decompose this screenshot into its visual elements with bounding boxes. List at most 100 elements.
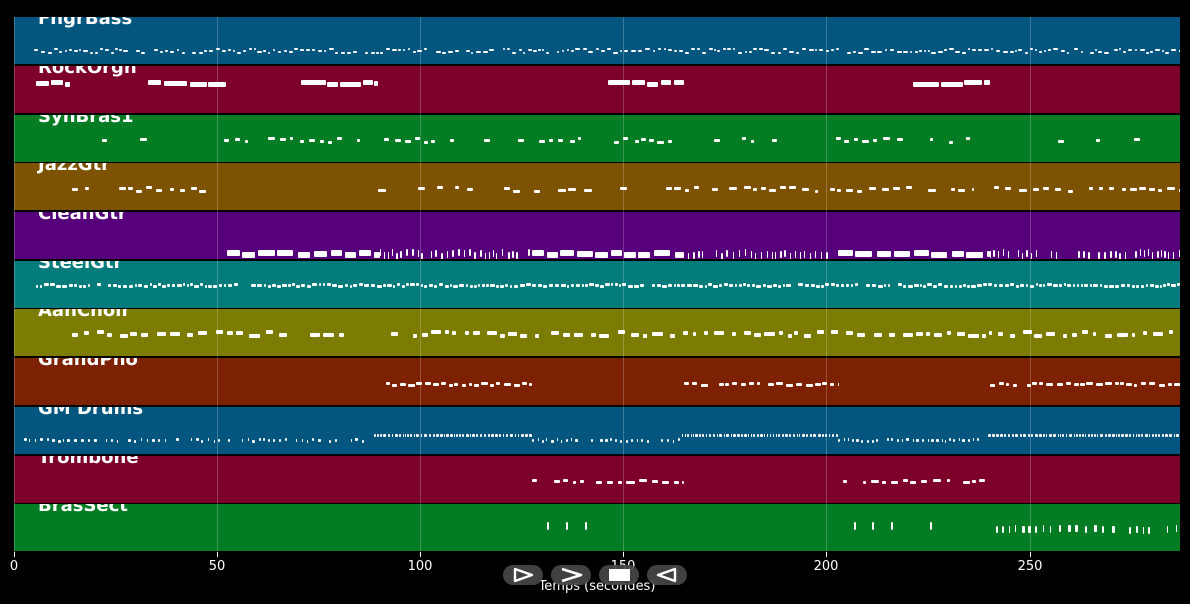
note	[402, 433, 404, 437]
track-jazzgtr[interactable]: JazzGtr	[14, 163, 1180, 210]
track-rockorgn[interactable]: RockOrgn	[14, 66, 1180, 113]
note	[972, 438, 974, 441]
note	[412, 333, 418, 338]
note	[1165, 51, 1170, 54]
note	[545, 438, 548, 442]
note	[890, 49, 895, 52]
note	[781, 434, 784, 438]
note	[1039, 434, 1042, 438]
note	[718, 383, 725, 387]
note	[1099, 283, 1103, 287]
note	[738, 51, 742, 54]
note	[983, 283, 988, 287]
note	[817, 434, 821, 438]
track-gmdrums[interactable]: GM Drums	[14, 407, 1180, 454]
note	[488, 252, 491, 259]
note	[1110, 250, 1112, 258]
note	[993, 284, 998, 288]
note	[625, 439, 628, 443]
note	[444, 433, 446, 437]
note	[525, 433, 528, 437]
note	[181, 51, 185, 54]
note	[1053, 434, 1057, 438]
note	[708, 283, 712, 287]
note	[1178, 50, 1180, 53]
note	[846, 331, 853, 336]
note	[1034, 526, 1037, 534]
note	[933, 333, 943, 338]
note	[472, 433, 475, 437]
note	[894, 251, 911, 258]
track-synbras1[interactable]: SynBras1	[14, 115, 1180, 162]
note	[430, 330, 442, 335]
note	[36, 284, 39, 288]
track-steelgtr[interactable]: SteelGtr	[14, 261, 1180, 308]
note	[773, 284, 777, 288]
fast-forward-button[interactable]	[551, 565, 591, 585]
note	[57, 439, 61, 443]
note	[941, 438, 943, 442]
note	[192, 51, 197, 54]
note	[767, 383, 775, 387]
note	[772, 433, 775, 437]
note	[1148, 527, 1151, 535]
track-aahchoir[interactable]: AahChoir	[14, 309, 1180, 356]
note	[1050, 250, 1052, 258]
note	[547, 522, 549, 530]
note	[237, 51, 241, 54]
note	[446, 433, 450, 437]
note	[483, 434, 487, 438]
note	[762, 283, 766, 287]
note	[687, 433, 690, 437]
note	[990, 384, 996, 388]
track-label: AahChoir	[38, 309, 131, 321]
note	[392, 384, 397, 388]
note	[1038, 50, 1043, 53]
note	[672, 439, 675, 443]
track-trombone[interactable]: Trombone	[14, 456, 1180, 503]
note	[674, 251, 684, 258]
rewind-button[interactable]	[647, 565, 687, 585]
note	[1088, 187, 1093, 191]
note	[242, 252, 256, 259]
stop-button[interactable]	[599, 565, 639, 585]
track-brassect[interactable]: BrasSect	[14, 504, 1180, 551]
note	[1123, 51, 1127, 54]
x-tick-label: 100	[407, 559, 433, 574]
note	[914, 249, 929, 256]
note	[983, 80, 990, 86]
track-grandpno[interactable]: GrandPno	[14, 358, 1180, 405]
note	[489, 49, 494, 52]
note	[708, 47, 713, 50]
note	[890, 438, 894, 442]
note	[610, 283, 614, 287]
note	[1155, 284, 1159, 288]
note	[453, 284, 458, 288]
note	[56, 284, 61, 288]
note	[750, 250, 753, 258]
note	[1145, 284, 1149, 288]
note	[1092, 332, 1097, 337]
note	[1125, 383, 1133, 387]
note	[1053, 283, 1058, 287]
note	[296, 284, 300, 288]
note	[1096, 138, 1100, 142]
note	[825, 252, 828, 259]
note	[452, 249, 454, 257]
track-label: FngrBass	[38, 17, 133, 29]
note	[392, 433, 394, 437]
note	[886, 438, 889, 442]
note	[170, 332, 180, 337]
note	[622, 137, 629, 141]
note	[454, 382, 458, 386]
note	[1135, 525, 1139, 533]
track-cleangtr[interactable]: CleanGtr	[14, 212, 1180, 259]
play-forward-button[interactable]	[503, 565, 543, 585]
note	[997, 332, 1003, 337]
note	[516, 251, 518, 259]
note	[561, 49, 565, 52]
track-fngrbass[interactable]: FngrBass	[14, 17, 1180, 64]
note	[575, 47, 580, 50]
note	[501, 248, 504, 256]
note	[331, 249, 343, 256]
